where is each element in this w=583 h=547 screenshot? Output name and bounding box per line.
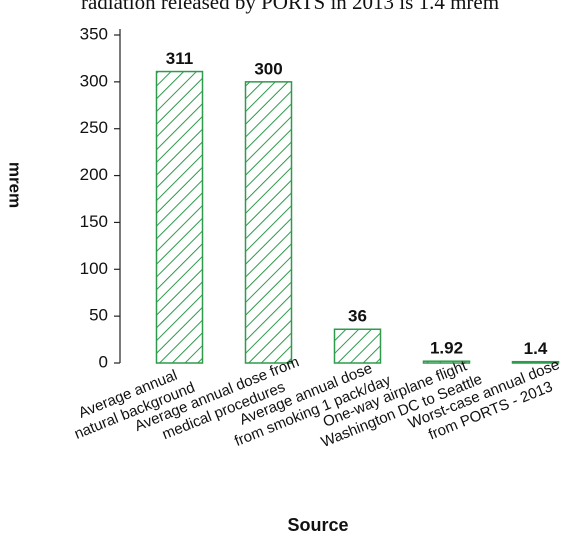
y-tick-label: 150	[80, 212, 108, 231]
bar	[333, 328, 382, 364]
y-tick-label: 100	[80, 259, 108, 278]
y-tick-label: 300	[80, 71, 108, 90]
value-label: 36	[348, 307, 367, 326]
bar	[155, 70, 204, 364]
y-tick-label: 200	[80, 165, 108, 184]
bar	[511, 360, 560, 364]
y-tick-label: 50	[89, 306, 108, 325]
y-tick-label: 250	[80, 118, 108, 137]
bar	[244, 81, 293, 364]
x-axis-label: Source	[287, 515, 348, 535]
chart-title: radiation released by PORTS in 2013 is 1…	[81, 0, 499, 14]
value-label: 311	[166, 49, 193, 68]
y-tick-label: 350	[80, 24, 108, 43]
value-label: 300	[254, 59, 282, 78]
bar	[422, 360, 471, 364]
y-tick-label: 0	[99, 352, 108, 371]
value-label: 1.4	[524, 339, 548, 358]
value-label: 1.92	[430, 339, 463, 358]
y-axis-label: mrem	[6, 162, 25, 208]
